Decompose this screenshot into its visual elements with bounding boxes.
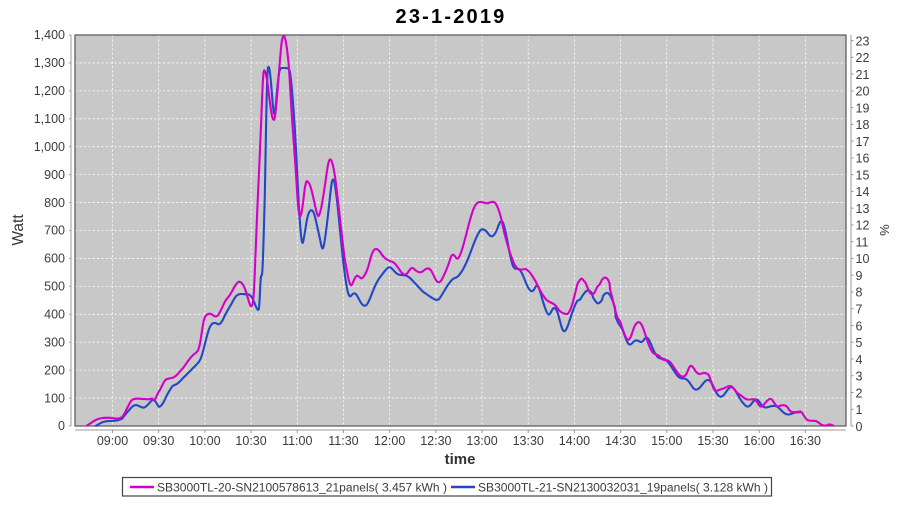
svg-text:09:30: 09:30 [143,434,174,448]
svg-text:5: 5 [856,336,863,350]
svg-text:19: 19 [856,101,870,115]
svg-text:13:30: 13:30 [513,434,544,448]
svg-text:12:30: 12:30 [420,434,451,448]
svg-text:15:30: 15:30 [697,434,728,448]
svg-text:13:00: 13:00 [466,434,497,448]
svg-text:time: time [445,451,476,468]
svg-text:09:00: 09:00 [97,434,128,448]
svg-text:16: 16 [856,152,870,166]
svg-text:7: 7 [856,303,863,317]
svg-text:600: 600 [44,252,65,266]
svg-text:100: 100 [44,391,65,405]
svg-text:11:30: 11:30 [328,434,358,448]
svg-text:15: 15 [856,168,870,182]
svg-text:0: 0 [856,420,863,434]
svg-text:1,000: 1,000 [34,140,65,154]
svg-text:12:00: 12:00 [374,434,405,448]
svg-text:12: 12 [856,219,870,233]
svg-text:10:30: 10:30 [235,434,266,448]
svg-text:20: 20 [856,85,870,99]
svg-text:4: 4 [856,353,863,367]
svg-text:23: 23 [856,34,870,48]
svg-text:11:00: 11:00 [282,434,312,448]
svg-text:22: 22 [856,51,870,65]
svg-text:SB3000TL-21-SN2130032031_19pan: SB3000TL-21-SN2130032031_19panels( 3.128… [478,481,768,495]
svg-text:11: 11 [856,235,869,249]
svg-text:23-1-2019: 23-1-2019 [396,6,507,28]
svg-text:500: 500 [44,280,65,294]
svg-text:10: 10 [856,252,870,266]
svg-text:6: 6 [856,319,863,333]
svg-text:1,300: 1,300 [34,56,65,70]
svg-text:14:00: 14:00 [559,434,590,448]
svg-text:18: 18 [856,118,870,132]
svg-text:1,100: 1,100 [34,112,65,126]
svg-text:8: 8 [856,286,863,300]
svg-text:1,400: 1,400 [34,28,65,42]
svg-text:300: 300 [44,335,65,349]
svg-text:14: 14 [856,185,870,199]
svg-text:16:00: 16:00 [744,434,775,448]
svg-text:SB3000TL-20-SN2100578613_21pan: SB3000TL-20-SN2100578613_21panels( 3.457… [157,481,447,495]
svg-text:800: 800 [44,196,65,210]
svg-text:700: 700 [44,224,65,238]
svg-text:16:30: 16:30 [790,434,821,448]
svg-text:1: 1 [856,403,863,417]
svg-text:17: 17 [856,135,870,149]
svg-text:14:30: 14:30 [605,434,636,448]
svg-text:15:00: 15:00 [651,434,682,448]
svg-text:10:00: 10:00 [189,434,220,448]
svg-text:400: 400 [44,307,65,321]
svg-text:21: 21 [856,68,870,82]
svg-text:13: 13 [856,202,870,216]
svg-text:9: 9 [856,269,863,283]
svg-text:%: % [877,224,892,236]
svg-text:3: 3 [856,370,863,384]
svg-text:Watt: Watt [10,214,27,246]
svg-text:1,200: 1,200 [34,84,65,98]
svg-text:2: 2 [856,386,863,400]
svg-text:900: 900 [44,168,65,182]
svg-text:200: 200 [44,363,65,377]
svg-text:0: 0 [58,419,65,433]
